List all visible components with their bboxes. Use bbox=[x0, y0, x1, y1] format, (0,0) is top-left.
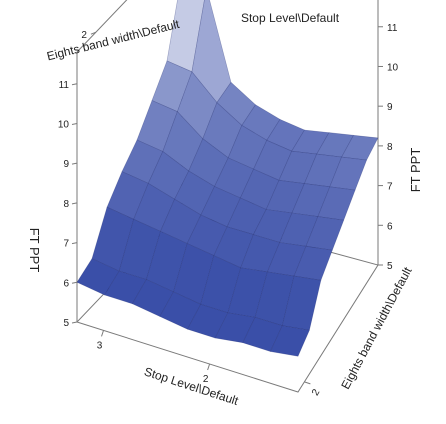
top-y-axis-title: Eights band width\Default bbox=[45, 17, 181, 64]
bottom-x-tick-mark bbox=[207, 363, 211, 371]
z-tick-left-mark bbox=[71, 83, 78, 86]
z-tick-left-label: 6 bbox=[63, 278, 69, 289]
z-tick-left-mark bbox=[71, 242, 78, 245]
z-tick-left-mark bbox=[71, 321, 78, 324]
z-tick-right-label: 7 bbox=[387, 182, 393, 193]
z-tick-left-label: 10 bbox=[58, 119, 70, 130]
z-tick-left-label: 9 bbox=[63, 159, 69, 170]
z-tick-left-mark bbox=[71, 281, 78, 284]
top-x-axis-title: Stop Level\Default bbox=[241, 11, 340, 25]
z-tick-right-label: 5 bbox=[387, 261, 393, 272]
surface-plot bbox=[76, 0, 379, 357]
z-tick-left-mark bbox=[71, 162, 78, 165]
z-tick-left-label: 7 bbox=[63, 239, 69, 250]
top-y-tick-label: 2 bbox=[81, 30, 87, 41]
z-tick-left-label: 11 bbox=[59, 80, 70, 91]
z-tick-left-mark bbox=[71, 202, 78, 205]
z-tick-right-label: 11 bbox=[387, 23, 398, 34]
right-z-axis-title: FT PPT bbox=[408, 148, 423, 193]
z-tick-right-label: 9 bbox=[387, 102, 393, 113]
bottom-x-axis-title: Stop Level\Default bbox=[142, 364, 240, 408]
bottom-x-tick-label: 3 bbox=[97, 340, 103, 351]
z-tick-left-label: 8 bbox=[63, 199, 69, 210]
z-tick-left-label: 5 bbox=[63, 318, 69, 329]
right-y-axis-title: Eights band width\Default bbox=[338, 264, 415, 391]
z-tick-right-label: 10 bbox=[387, 62, 399, 73]
top-y-tick-mark bbox=[90, 31, 97, 35]
right-y-tick-label: 2 bbox=[310, 387, 323, 398]
surface-cell bbox=[269, 325, 310, 357]
left-top-edge bbox=[76, 0, 128, 53]
bottom-x-tick-label: 2 bbox=[203, 374, 209, 385]
z-tick-left-mark bbox=[71, 122, 78, 125]
left-z-axis-title: FT PPT bbox=[27, 228, 42, 273]
right-y-tick-mark bbox=[304, 381, 311, 385]
bottom-x-tick-mark bbox=[101, 330, 104, 337]
z-tick-right-label: 8 bbox=[387, 142, 393, 153]
z-tick-right-label: 6 bbox=[387, 221, 393, 232]
